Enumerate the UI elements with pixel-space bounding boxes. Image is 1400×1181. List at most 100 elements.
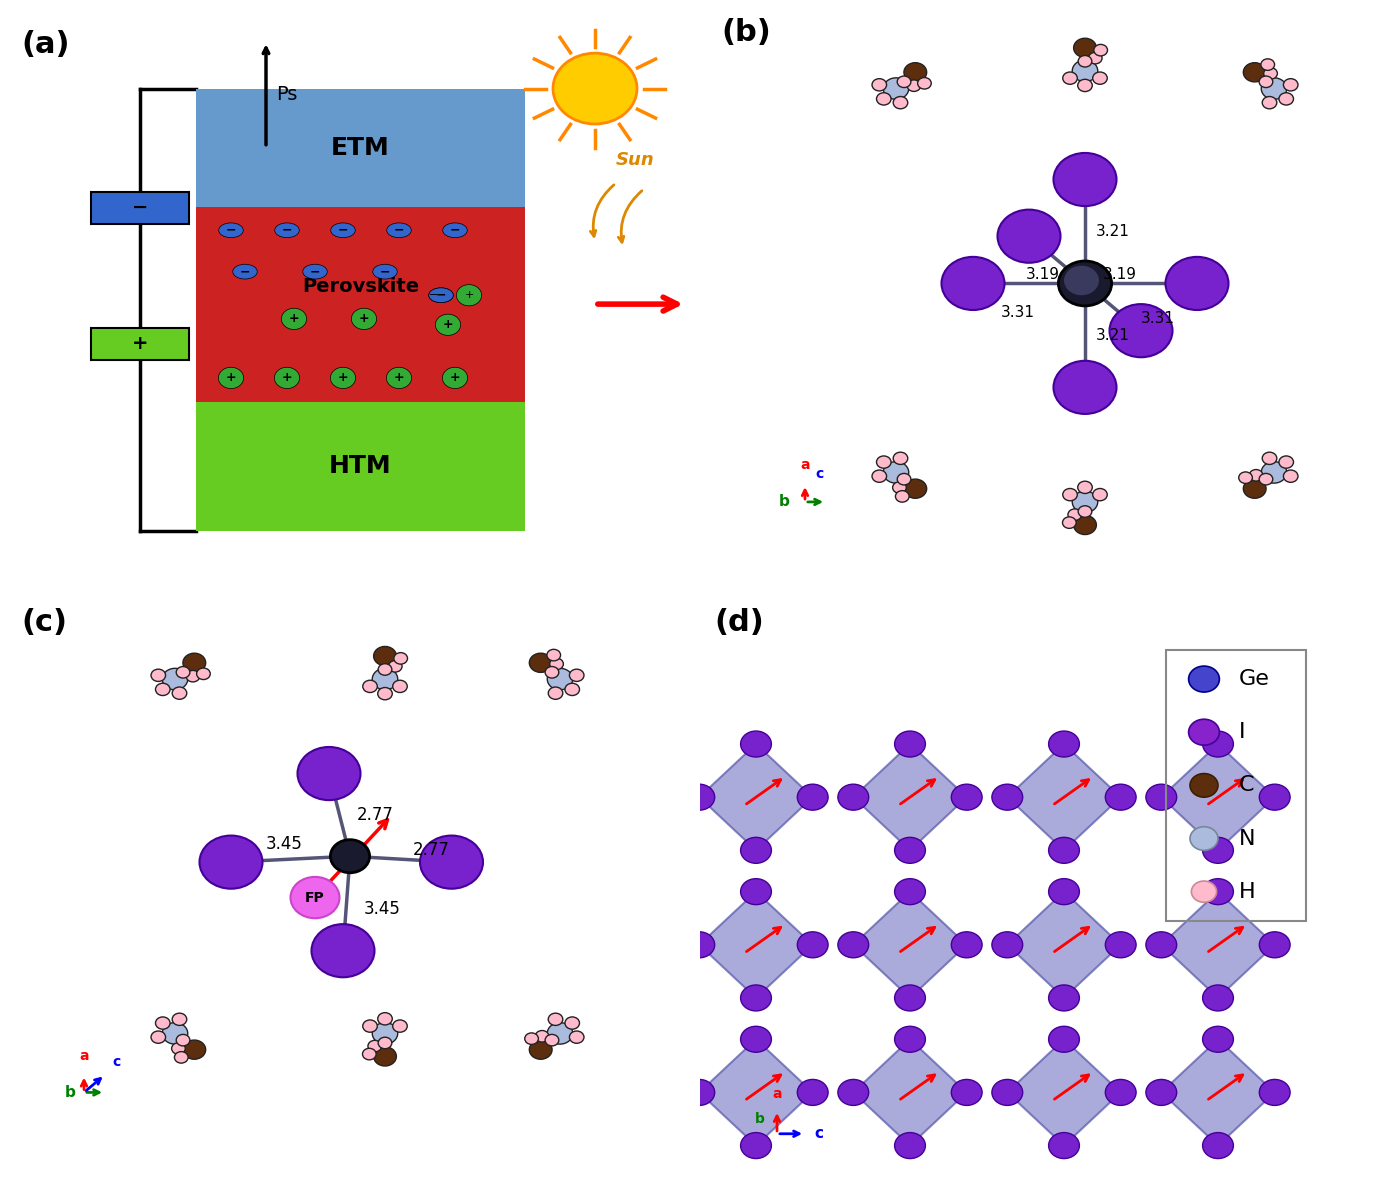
Polygon shape	[853, 1039, 966, 1146]
Circle shape	[741, 1026, 771, 1052]
Circle shape	[550, 658, 563, 670]
Text: +: +	[337, 371, 349, 385]
Circle shape	[162, 1023, 188, 1044]
Bar	[1165, 650, 1305, 921]
Circle shape	[893, 97, 907, 109]
Circle shape	[553, 53, 637, 124]
Text: c: c	[112, 1055, 120, 1069]
Circle shape	[378, 1012, 392, 1025]
Text: C: C	[1239, 776, 1254, 795]
Circle shape	[330, 367, 356, 389]
Circle shape	[997, 210, 1061, 263]
Circle shape	[386, 367, 412, 389]
Circle shape	[368, 1040, 382, 1052]
Circle shape	[456, 285, 482, 306]
Ellipse shape	[302, 265, 328, 279]
Circle shape	[1078, 505, 1092, 517]
Circle shape	[378, 1037, 392, 1049]
Circle shape	[363, 1020, 378, 1032]
Circle shape	[895, 1133, 925, 1159]
Circle shape	[330, 840, 370, 873]
Circle shape	[683, 784, 714, 810]
Circle shape	[1088, 52, 1102, 64]
Circle shape	[372, 668, 398, 690]
Circle shape	[547, 1023, 573, 1044]
Circle shape	[1243, 479, 1266, 498]
Text: (b): (b)	[721, 18, 771, 47]
Circle shape	[151, 670, 165, 681]
Circle shape	[420, 835, 483, 888]
Circle shape	[172, 687, 186, 699]
Circle shape	[525, 1033, 539, 1044]
Circle shape	[281, 308, 307, 329]
Circle shape	[1165, 257, 1229, 309]
Circle shape	[1203, 1026, 1233, 1052]
Circle shape	[529, 653, 552, 672]
Circle shape	[1203, 1133, 1233, 1159]
Bar	[91, 193, 189, 224]
Circle shape	[162, 668, 188, 690]
Circle shape	[991, 932, 1022, 958]
Text: −: −	[309, 265, 321, 279]
Circle shape	[172, 1013, 186, 1025]
Circle shape	[1190, 774, 1218, 797]
Circle shape	[896, 490, 909, 502]
Circle shape	[549, 687, 563, 699]
Text: −: −	[379, 265, 391, 279]
Circle shape	[1189, 666, 1219, 692]
Circle shape	[566, 684, 580, 696]
Circle shape	[837, 1079, 868, 1105]
Circle shape	[393, 653, 407, 664]
Circle shape	[1092, 72, 1107, 84]
Circle shape	[1064, 266, 1099, 295]
Circle shape	[907, 80, 921, 91]
Circle shape	[893, 452, 907, 464]
Text: 3.45: 3.45	[266, 835, 302, 854]
Circle shape	[893, 482, 906, 494]
Text: a: a	[773, 1088, 781, 1101]
Circle shape	[837, 932, 868, 958]
Circle shape	[872, 470, 886, 482]
Circle shape	[199, 835, 263, 888]
Circle shape	[952, 784, 983, 810]
Circle shape	[1063, 517, 1077, 528]
Circle shape	[1145, 1079, 1176, 1105]
Ellipse shape	[428, 288, 454, 302]
Text: −: −	[435, 288, 447, 302]
Circle shape	[1243, 63, 1266, 81]
Circle shape	[1078, 56, 1092, 67]
Circle shape	[374, 1046, 396, 1066]
Circle shape	[991, 1079, 1022, 1105]
Ellipse shape	[428, 288, 454, 302]
Circle shape	[1053, 152, 1117, 205]
Circle shape	[388, 660, 402, 672]
Circle shape	[1072, 491, 1098, 513]
Circle shape	[1189, 719, 1219, 745]
Circle shape	[1261, 78, 1287, 99]
Text: 3.21: 3.21	[1095, 224, 1130, 239]
Circle shape	[741, 731, 771, 757]
Polygon shape	[699, 892, 812, 998]
Polygon shape	[1162, 892, 1275, 998]
Polygon shape	[853, 892, 966, 998]
Circle shape	[1106, 1079, 1137, 1105]
Circle shape	[549, 1013, 563, 1025]
Circle shape	[1049, 731, 1079, 757]
Circle shape	[1106, 932, 1137, 958]
Bar	[196, 89, 525, 207]
Circle shape	[183, 653, 206, 672]
Text: 3.19: 3.19	[1103, 267, 1137, 282]
Circle shape	[1058, 261, 1112, 306]
Text: +: +	[358, 312, 370, 326]
Circle shape	[1049, 1133, 1079, 1159]
Text: 3.45: 3.45	[364, 900, 400, 919]
Circle shape	[172, 1043, 185, 1055]
Circle shape	[1078, 481, 1092, 494]
Circle shape	[1203, 837, 1233, 863]
Circle shape	[1063, 72, 1078, 84]
Circle shape	[392, 680, 407, 692]
Circle shape	[741, 837, 771, 863]
Text: +: +	[442, 318, 454, 332]
Circle shape	[895, 731, 925, 757]
Circle shape	[1145, 784, 1176, 810]
